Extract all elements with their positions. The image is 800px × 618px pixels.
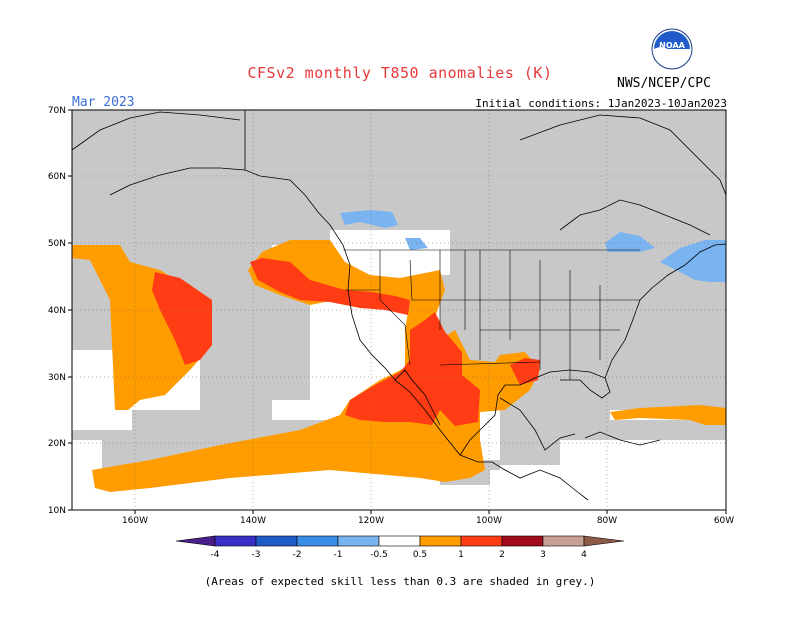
colorbar-label-neg05: -0.5 bbox=[370, 550, 388, 560]
map-title: CFSv2 monthly T850 anomalies (K) bbox=[247, 64, 553, 82]
lon-label-160w: 160W bbox=[122, 516, 148, 526]
colorbar-seg-neg1-neg05 bbox=[337, 535, 380, 547]
lon-label-60w: 60W bbox=[714, 516, 734, 526]
forecast-month: Mar 2023 bbox=[72, 95, 135, 110]
white-neutral-areas bbox=[72, 230, 726, 510]
lat-label-30n: 30N bbox=[48, 373, 66, 383]
colorbar bbox=[175, 535, 625, 547]
latitude-axis bbox=[68, 109, 72, 511]
colorbar-arrow-left bbox=[175, 535, 216, 547]
skill-footnote: (Areas of expected skill less than 0.3 a… bbox=[204, 575, 596, 588]
colorbar-seg-neg4-neg3 bbox=[214, 535, 257, 547]
lat-label-40n: 40N bbox=[48, 306, 66, 316]
colorbar-label-1: 1 bbox=[458, 550, 464, 560]
lon-label-140w: 140W bbox=[240, 516, 266, 526]
blue-anomaly-areas bbox=[340, 210, 726, 282]
lon-label-80w: 80W bbox=[597, 516, 617, 526]
initial-conditions: Initial conditions: 1Jan2023-10Jan2023 bbox=[475, 97, 727, 110]
colorbar-seg-neg3-neg2 bbox=[255, 535, 298, 547]
svg-text:NOAA: NOAA bbox=[659, 41, 685, 50]
colorbar-label-neg1: -1 bbox=[334, 550, 343, 560]
red-anomaly-areas bbox=[152, 258, 540, 426]
colorbar-seg-2-3 bbox=[501, 535, 544, 547]
colorbar-label-2: 2 bbox=[499, 550, 505, 560]
longitude-axis bbox=[134, 510, 727, 514]
colorbar-seg-1-2 bbox=[460, 535, 503, 547]
colorbar-seg-neutral bbox=[378, 535, 421, 547]
agency-label: NWS/NCEP/CPC bbox=[617, 76, 711, 91]
colorbar-arrow-right bbox=[583, 535, 625, 547]
lon-label-100w: 100W bbox=[476, 516, 502, 526]
colorbar-seg-neg2-neg1 bbox=[296, 535, 339, 547]
lat-label-50n: 50N bbox=[48, 239, 66, 249]
colorbar-label-3: 3 bbox=[540, 550, 546, 560]
colorbar-label-05: 0.5 bbox=[413, 550, 427, 560]
coastlines bbox=[71, 110, 727, 501]
colorbar-label-4: 4 bbox=[581, 550, 587, 560]
colorbar-label-neg2: -2 bbox=[293, 550, 302, 560]
lat-label-60n: 60N bbox=[48, 172, 66, 182]
state-borders bbox=[343, 249, 640, 380]
noaa-logo-icon: NOAA bbox=[651, 28, 693, 70]
lon-label-120w: 120W bbox=[358, 516, 384, 526]
lat-label-20n: 20N bbox=[48, 439, 66, 449]
lat-label-70n: 70N bbox=[48, 106, 66, 116]
colorbar-seg-05-1 bbox=[419, 535, 462, 547]
map-grid bbox=[72, 110, 726, 510]
colorbar-label-neg3: -3 bbox=[252, 550, 261, 560]
colorbar-label-neg4: -4 bbox=[211, 550, 220, 560]
colorbar-seg-3-4 bbox=[542, 535, 585, 547]
lat-label-10n: 10N bbox=[48, 506, 66, 516]
